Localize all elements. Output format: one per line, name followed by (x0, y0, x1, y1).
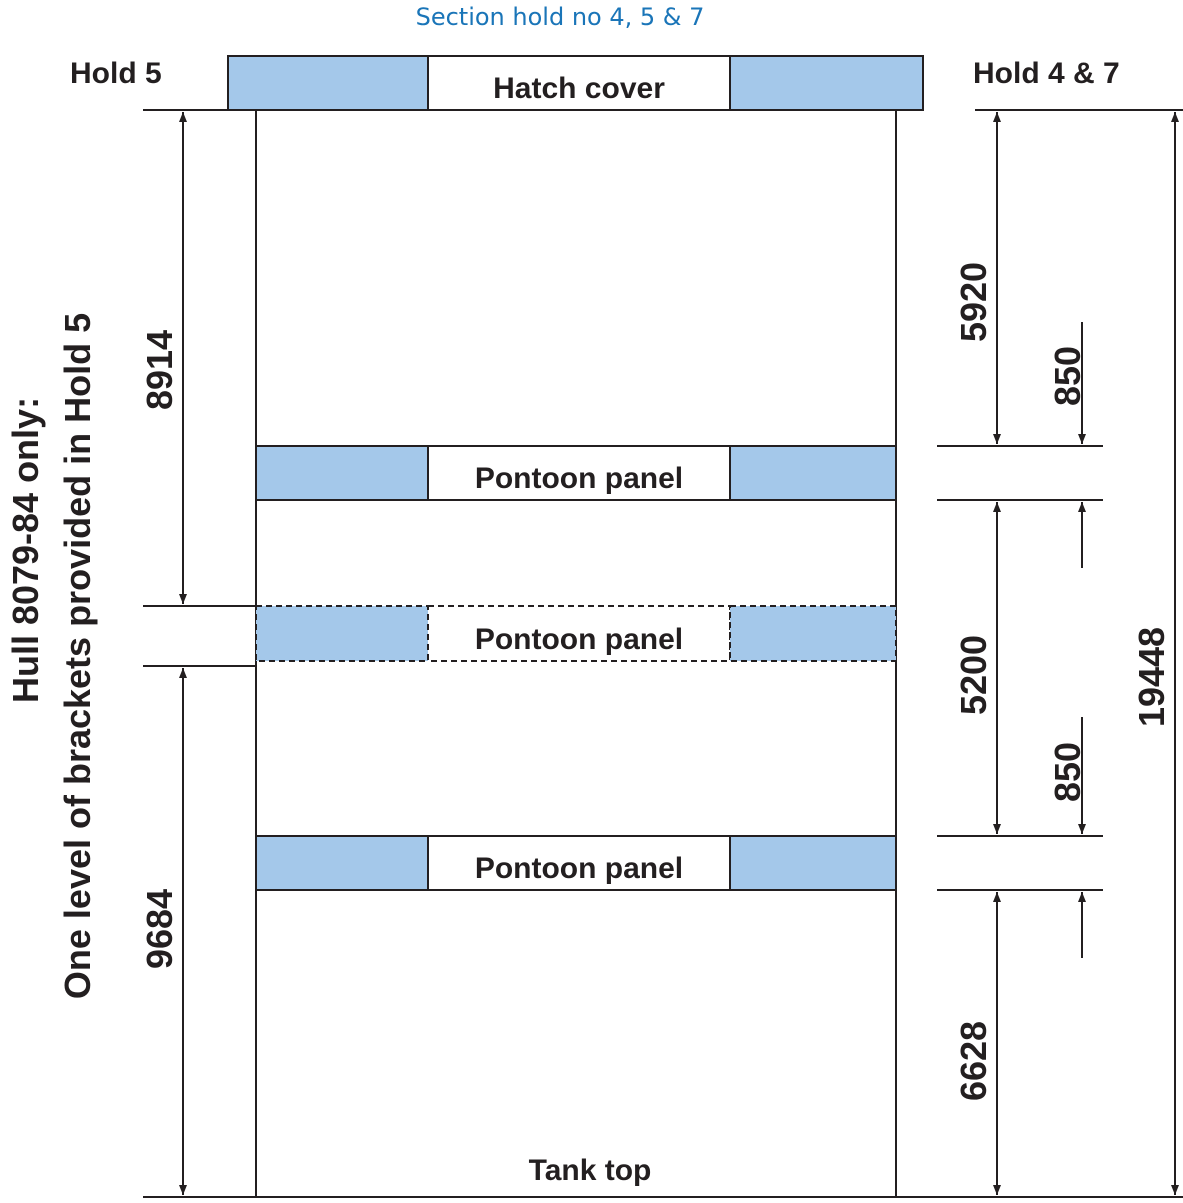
dimension-9684: 9684 (139, 889, 180, 969)
pontoon-panel-upper (255, 445, 897, 501)
hatch-cover (227, 55, 924, 111)
dimension-850-upper: 850 (1047, 346, 1088, 406)
pontoon-panel-optional (255, 605, 897, 662)
diagram-title: Section hold no 4, 5 & 7 (416, 3, 705, 31)
hold-4-7-header: Hold 4 & 7 (973, 57, 1120, 90)
tank-top-label: Tank top (529, 1154, 652, 1187)
dimension-5200: 5200 (953, 635, 994, 715)
side-note-line-2: One level of brackets provided in Hold 5 (57, 313, 98, 999)
dimension-8914: 8914 (139, 330, 180, 410)
hold-5-header: Hold 5 (70, 57, 162, 90)
pontoon-panel-upper-label: Pontoon panel (475, 462, 683, 495)
pontoon-panel-lower-label: Pontoon panel (475, 852, 683, 885)
side-note-line-1: Hull 8079-84 only: (5, 397, 46, 703)
hatch-cover-label: Hatch cover (493, 72, 665, 105)
dimension-6628: 6628 (953, 1021, 994, 1101)
extension-lines (143, 109, 1183, 1198)
dimension-19448: 19448 (1131, 627, 1172, 727)
pontoon-panel-lower (255, 835, 897, 891)
dimension-850-lower: 850 (1047, 742, 1088, 802)
dimension-5920: 5920 (953, 262, 994, 342)
pontoon-panel-optional-label: Pontoon panel (475, 623, 683, 656)
